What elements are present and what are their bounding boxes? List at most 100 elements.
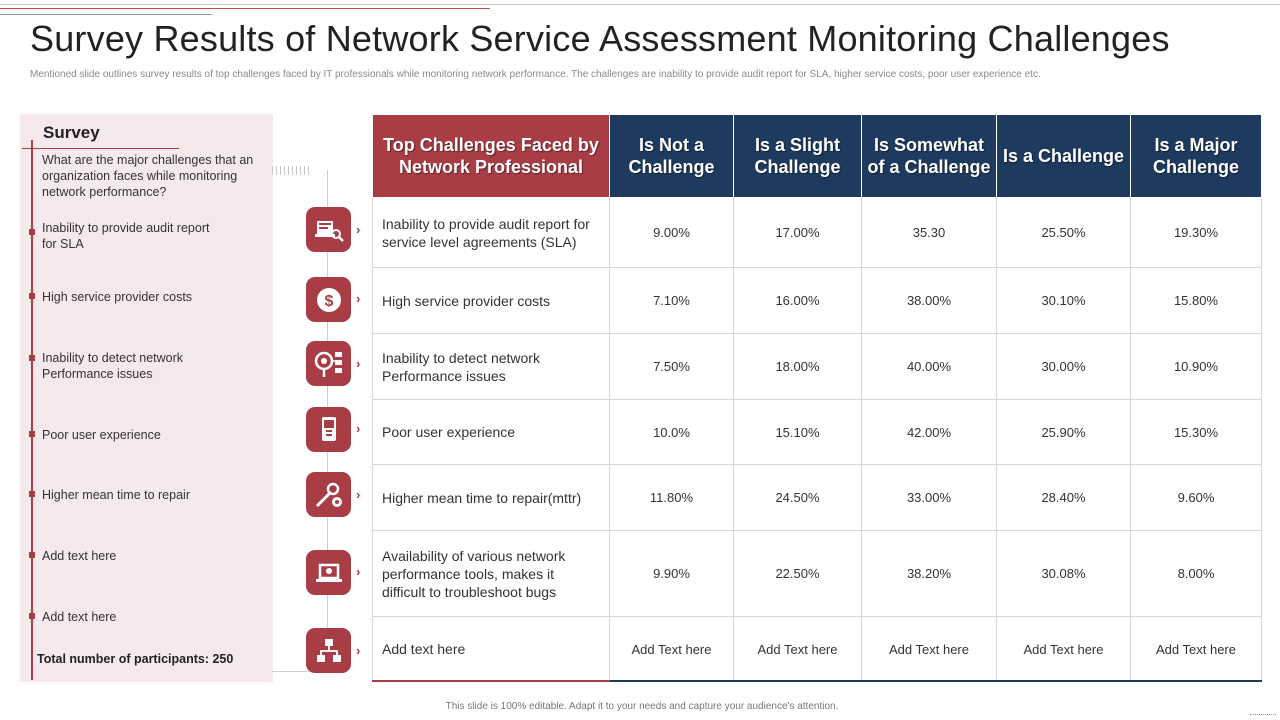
- corner-mark: [1250, 714, 1276, 716]
- chevron-right-icon: ›: [356, 222, 361, 237]
- participants-label: Total number of participants:: [37, 652, 209, 666]
- column-header-somewhat-challenge: Is Somewhat of a Challenge: [861, 114, 997, 198]
- table-cell: 7.50%: [609, 333, 734, 400]
- laptop-tools-icon: [306, 550, 351, 595]
- survey-item: Inability to provide audit report for SL…: [42, 221, 210, 251]
- table-cell: 9.00%: [609, 197, 734, 268]
- table-cell: 15.80%: [1130, 267, 1262, 334]
- table-cell: 22.50%: [733, 530, 862, 617]
- column-header-not-challenge: Is Not a Challenge: [609, 114, 734, 198]
- row-label: Inability to provide audit report for se…: [372, 197, 610, 268]
- column-header-slight-challenge: Is a Slight Challenge: [733, 114, 862, 198]
- chevron-right-icon: ›: [356, 356, 361, 371]
- survey-bullet: [29, 355, 35, 361]
- chevron-right-icon: ›: [356, 564, 361, 579]
- top-rule-accent: [0, 8, 490, 9]
- table-cell: Add Text here: [996, 616, 1131, 682]
- survey-bullet: [29, 613, 35, 619]
- challenges-table: Top Challenges Faced by Network Professi…: [372, 114, 1262, 682]
- mobile-device-icon: [306, 407, 351, 452]
- table-cell: 10.0%: [609, 399, 734, 465]
- table-cell: 35.30: [861, 197, 997, 268]
- table-cell: Add Text here: [1130, 616, 1262, 682]
- column-header-major-challenge: Is a Major Challenge: [1130, 114, 1262, 198]
- chevron-right-icon: ›: [356, 291, 361, 306]
- top-rule-short: [0, 14, 212, 15]
- table-cell: 19.30%: [1130, 197, 1262, 268]
- survey-heading-underline: [22, 148, 179, 149]
- table-cell: 9.90%: [609, 530, 734, 617]
- row-label: Poor user experience: [372, 399, 610, 465]
- chevron-right-icon: ›: [356, 487, 361, 502]
- chevron-right-icon: ›: [356, 643, 361, 658]
- survey-item: Inability to detect network Performance …: [42, 351, 184, 381]
- table-cell: 25.50%: [996, 197, 1131, 268]
- chevron-right-icon: ›: [356, 421, 361, 436]
- repair-tools-icon: [306, 472, 351, 517]
- table-cell: 28.40%: [996, 464, 1131, 531]
- footer-note: This slide is 100% editable. Adapt it to…: [445, 701, 839, 712]
- table-cell: 10.90%: [1130, 333, 1262, 400]
- table-cell: 9.60%: [1130, 464, 1262, 531]
- survey-panel: [20, 114, 273, 682]
- table-cell: 18.00%: [733, 333, 862, 400]
- table-row: Poor user experience 10.0% 15.10% 42.00%…: [372, 399, 1262, 465]
- participants-value: 250: [212, 652, 234, 666]
- table-cell: 8.00%: [1130, 530, 1262, 617]
- table-cell: Add Text here: [609, 616, 734, 682]
- survey-bullet: [29, 293, 35, 299]
- row-label: Add text here: [372, 616, 610, 682]
- survey-timeline-line: [31, 140, 33, 680]
- top-rule: [0, 4, 1280, 5]
- table-bottom-accent-blue: [610, 680, 1262, 682]
- network-nodes-icon: [306, 628, 351, 673]
- table-cell: 30.10%: [996, 267, 1131, 334]
- table-row: Add text here Add Text here Add Text her…: [372, 616, 1262, 682]
- survey-question: What are the major challenges that an or…: [42, 153, 254, 199]
- row-label: Inability to detect network Performance …: [372, 333, 610, 400]
- audit-report-icon: [306, 207, 351, 252]
- table-row: Inability to provide audit report for se…: [372, 197, 1262, 268]
- row-label: High service provider costs: [372, 267, 610, 334]
- survey-bullet: [29, 431, 35, 437]
- table-row: High service provider costs 7.10% 16.00%…: [372, 267, 1262, 334]
- table-bottom-accent-red: [372, 680, 610, 682]
- row-label: Availability of various network performa…: [372, 530, 610, 617]
- table-cell: 25.90%: [996, 399, 1131, 465]
- table-cell: 38.20%: [861, 530, 997, 617]
- page-subtitle: Mentioned slide outlines survey results …: [30, 69, 1041, 80]
- table-cell: Add Text here: [861, 616, 997, 682]
- survey-heading: Survey: [43, 123, 100, 142]
- participants-total: Total number of participants: 250: [37, 652, 233, 666]
- survey-item: Higher mean time to repair: [42, 488, 190, 502]
- survey-bullet: [29, 491, 35, 497]
- table-cell: 7.10%: [609, 267, 734, 334]
- row-label: Higher mean time to repair(mttr): [372, 464, 610, 531]
- table-cell: 11.80%: [609, 464, 734, 531]
- survey-bullet: [29, 229, 35, 235]
- connector-ticks: [272, 166, 312, 175]
- table-cell: 30.00%: [996, 333, 1131, 400]
- bottom-connector-line: [272, 671, 328, 672]
- table-cell: 15.10%: [733, 399, 862, 465]
- survey-item: Add text here: [42, 610, 117, 624]
- table-row: Higher mean time to repair(mttr) 11.80% …: [372, 464, 1262, 531]
- survey-bullet: [29, 552, 35, 558]
- table-row: Inability to detect network Performance …: [372, 333, 1262, 400]
- table-cell: 15.30%: [1130, 399, 1262, 465]
- page-title: Survey Results of Network Service Assess…: [30, 18, 1170, 59]
- table-cell: 38.00%: [861, 267, 997, 334]
- svg-text:$: $: [324, 293, 333, 310]
- network-detect-icon: [306, 341, 351, 386]
- table-cell: 17.00%: [733, 197, 862, 268]
- table-row: Availability of various network performa…: [372, 530, 1262, 617]
- table-cell: 33.00%: [861, 464, 997, 531]
- table-cell: 16.00%: [733, 267, 862, 334]
- survey-item: Poor user experience: [42, 428, 161, 442]
- table-cell: 30.08%: [996, 530, 1131, 617]
- survey-item: High service provider costs: [42, 290, 193, 304]
- column-header-is-challenge: Is a Challenge: [996, 114, 1131, 198]
- table-header-row: Top Challenges Faced by Network Professi…: [372, 114, 1262, 198]
- column-header-challenges: Top Challenges Faced by Network Professi…: [372, 114, 610, 198]
- table-cell: 40.00%: [861, 333, 997, 400]
